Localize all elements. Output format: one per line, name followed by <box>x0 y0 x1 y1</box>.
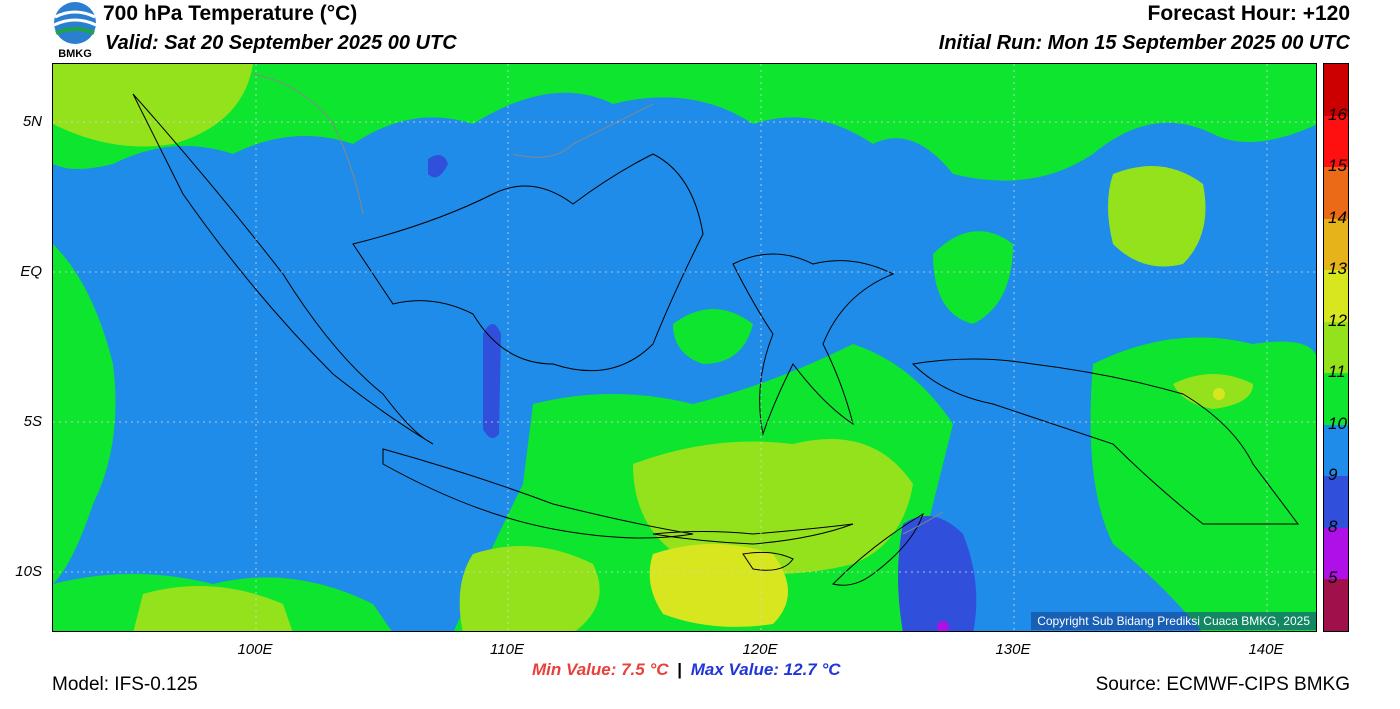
colorbar-segment-14 <box>1324 167 1348 220</box>
forecast-hour: Forecast Hour: +120 <box>1147 2 1351 25</box>
min-max-values: Min Value: 7.5 °C | Max Value: 12.7 °C <box>532 660 841 680</box>
colorbar-segment-11 <box>1324 321 1348 374</box>
temperature-map <box>52 63 1317 632</box>
model-name: Model: IFS-0.125 <box>52 674 198 695</box>
lat-label-5s: 5S <box>23 413 42 430</box>
colorbar <box>1323 63 1349 632</box>
lon-label-110e: 110E <box>490 641 524 658</box>
lon-label-130e: 130E <box>995 641 1031 658</box>
lat-label-10s: 10S <box>15 563 42 580</box>
copyright-notice: Copyright Sub Bidang Prediksi Cuaca BMKG… <box>1031 612 1316 630</box>
colorbar-segment-12 <box>1324 270 1348 323</box>
colorbar-segment-bottom <box>1324 579 1348 632</box>
min-value: Min Value: 7.5 °C <box>532 660 669 679</box>
colorbar-segment-10 <box>1324 373 1348 426</box>
colorbar-label-9: 9 <box>1328 465 1338 485</box>
initial-run: Initial Run: Mon 15 September 2025 00 UT… <box>938 32 1350 54</box>
colorbar-label-10: 10 <box>1328 413 1347 433</box>
lat-label-5n: 5N <box>22 113 42 130</box>
colorbar-segment-13 <box>1324 218 1348 271</box>
lon-label-140e: 140E <box>1248 641 1284 658</box>
lon-label-100e: 100E <box>237 641 273 658</box>
colorbar-label-16: 16 <box>1328 104 1347 124</box>
separator: | <box>677 660 683 679</box>
map-title: 700 hPa Temperature (°C) <box>103 2 358 25</box>
valid-time: Valid: Sat 20 September 2025 00 UTC <box>105 32 457 54</box>
colorbar-segment-16 <box>1324 64 1348 117</box>
colorbar-segment-5 <box>1324 527 1348 580</box>
colorbar-label-12: 12 <box>1328 310 1347 330</box>
bmkg-logo: BMKG <box>52 1 98 60</box>
max-value: Max Value: 12.7 °C <box>690 660 841 679</box>
logo-text: BMKG <box>58 48 92 59</box>
colorbar-label-11: 11 <box>1328 362 1346 382</box>
lon-label-120e: 120E <box>742 641 778 658</box>
colorbar-segment-8 <box>1324 476 1348 529</box>
lat-label-eq: EQ <box>20 263 42 280</box>
colorbar-label-5: 5 <box>1328 568 1338 588</box>
data-source: Source: ECMWF-CIPS BMKG <box>1095 674 1350 695</box>
colorbar-label-14: 14 <box>1328 207 1347 227</box>
colorbar-segment-9 <box>1324 424 1348 477</box>
colorbar-segment-15 <box>1324 115 1348 168</box>
colorbar-label-15: 15 <box>1328 156 1347 176</box>
colorbar-label-8: 8 <box>1328 516 1338 536</box>
colorbar-label-13: 13 <box>1328 259 1347 279</box>
